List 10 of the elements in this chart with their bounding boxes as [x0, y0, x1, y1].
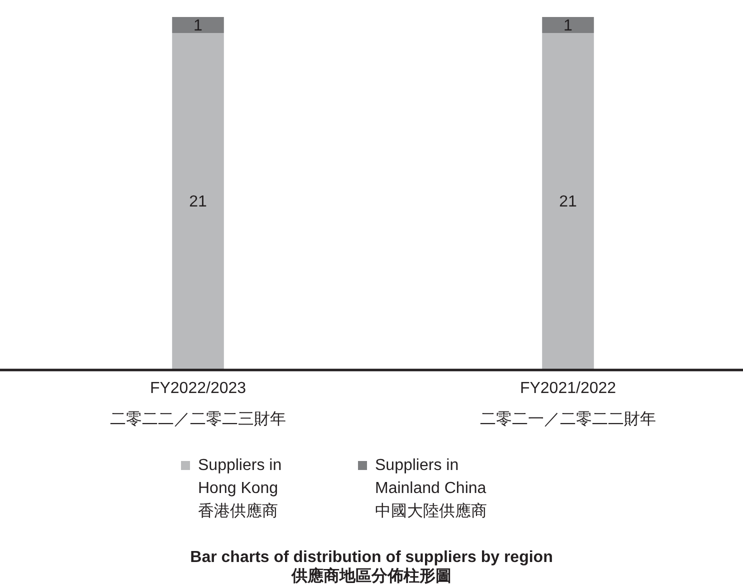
- data-label: 21: [189, 194, 207, 211]
- legend-label: Suppliers in Mainland China 中國大陸供應商: [375, 457, 487, 520]
- x-tick-label: FY2022/2023 二零二二／二零二三財年: [110, 380, 286, 428]
- data-label: 1: [194, 18, 203, 35]
- data-label: 21: [559, 194, 577, 211]
- data-label: 1: [564, 18, 573, 35]
- legend-label: Suppliers in Hong Kong 香港供應商: [198, 457, 282, 520]
- text: Bar charts of distribution of suppliers by region: [190, 549, 553, 566]
- x-tick-label: FY2021/2022 二零二一／二零二二財年: [480, 380, 656, 428]
- text: 供應商地區分佈柱形圖: [290, 567, 452, 585]
